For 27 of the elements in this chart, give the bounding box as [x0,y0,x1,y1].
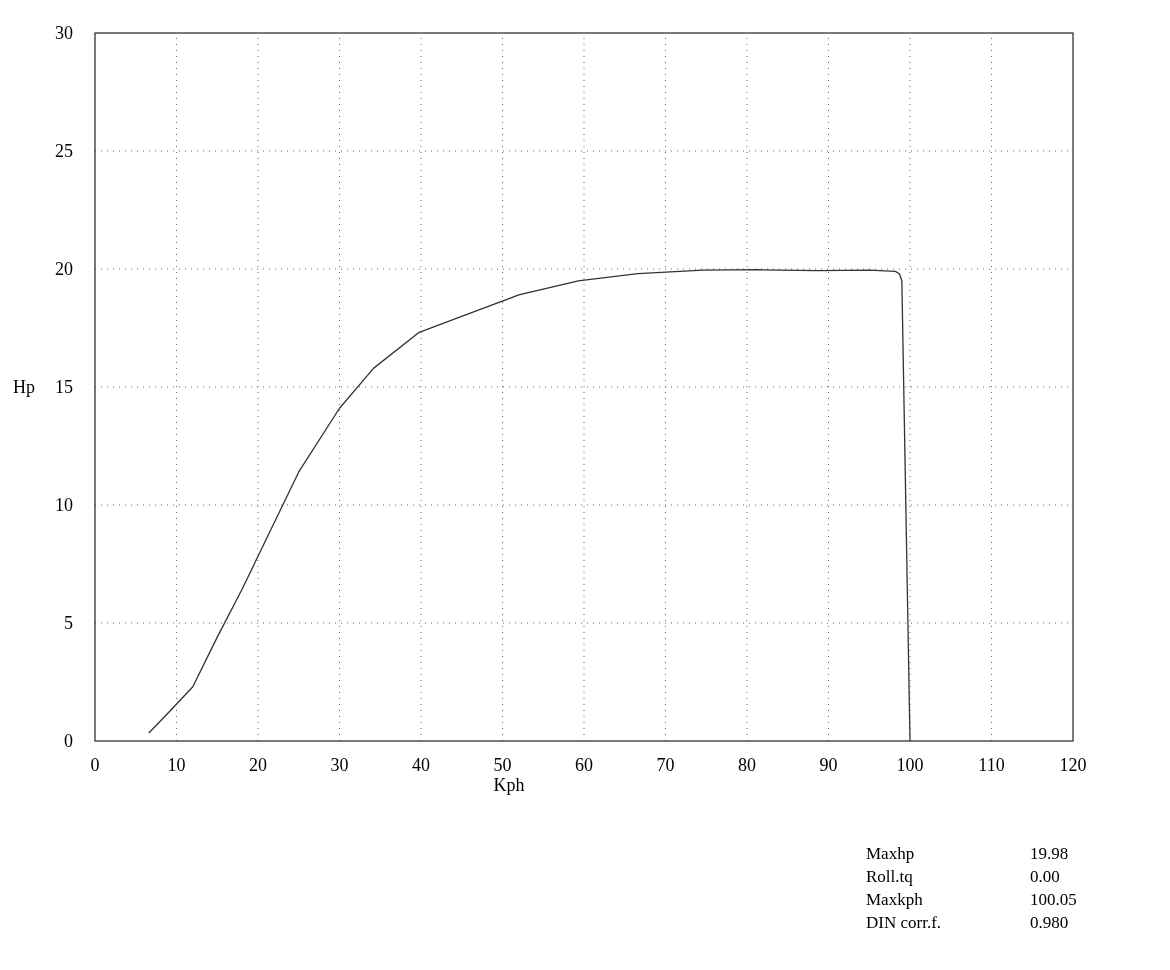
x-tick-label: 30 [330,755,349,775]
x-tick-label: 10 [167,755,186,775]
x-tick-label: 40 [412,755,430,775]
x-tick-label: 110 [978,755,1005,775]
line-series [148,269,911,742]
text: Maxkph 100.05 [866,890,1077,909]
x-tick-label: 20 [249,755,267,775]
y-axis-title: Hp [13,377,35,397]
y-tick-label: 30 [55,23,73,43]
y-tick-label: 10 [55,495,73,515]
x-tick-label: 120 [1059,755,1087,775]
text: Maxhp 19.98 [866,844,1069,863]
y-tick-label: 15 [55,377,73,397]
x-tick-label: 50 [493,755,512,775]
x-tick-label: 90 [819,755,838,775]
y-tick-label: 20 [55,259,73,279]
y-tick-label: 25 [55,141,73,161]
x-axis-title: Kph [493,775,525,795]
text: DIN corr.f. 0.980 [866,913,1069,932]
text: Roll.tq 0.00 [866,867,1060,886]
x-tick-label: 100 [896,755,924,775]
x-tick-label: 60 [575,755,593,775]
x-tick-label: 80 [738,755,756,775]
y-tick-label: 0 [64,731,73,751]
y-tick-label: 5 [64,613,73,633]
x-tick-label: 70 [656,755,675,775]
x-tick-label: 0 [90,755,100,775]
